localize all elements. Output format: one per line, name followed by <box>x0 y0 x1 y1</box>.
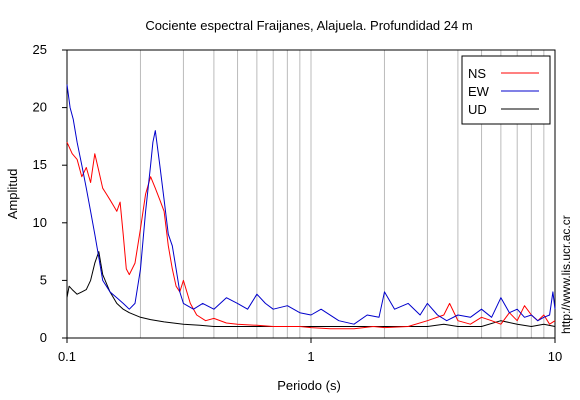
axis-ticks: 0 5 10 15 20 25 0.1 1 10 <box>33 42 563 364</box>
legend-label-ud: UD <box>468 102 487 117</box>
legend: NS EW UD <box>461 55 551 125</box>
legend-box <box>461 55 551 125</box>
y-tick-label: 10 <box>33 215 47 230</box>
legend-label-ns: NS <box>468 66 486 81</box>
y-tick-label: 15 <box>33 157 47 172</box>
x-tick-label: 10 <box>548 349 562 364</box>
series-line-ud <box>66 251 556 327</box>
y-tick-label: 25 <box>33 42 47 57</box>
chart-title: Cociente espectral Fraijanes, Alajuela. … <box>145 18 472 33</box>
y-tick-label: 5 <box>40 272 47 287</box>
x-tick-label: 1 <box>307 349 314 364</box>
series-layer <box>66 84 556 330</box>
series-line-ew <box>66 84 556 325</box>
side-url-text: http://www.lis.ucr.ac.cr <box>559 215 573 334</box>
x-axis-label: Periodo (s) <box>277 378 341 393</box>
y-tick-label: 0 <box>40 330 47 345</box>
y-axis-label: Amplitud <box>5 169 20 220</box>
y-tick-label: 20 <box>33 100 47 115</box>
x-tick-label: 0.1 <box>58 349 76 364</box>
legend-label-ew: EW <box>468 84 490 99</box>
series-line-ns <box>66 141 556 330</box>
